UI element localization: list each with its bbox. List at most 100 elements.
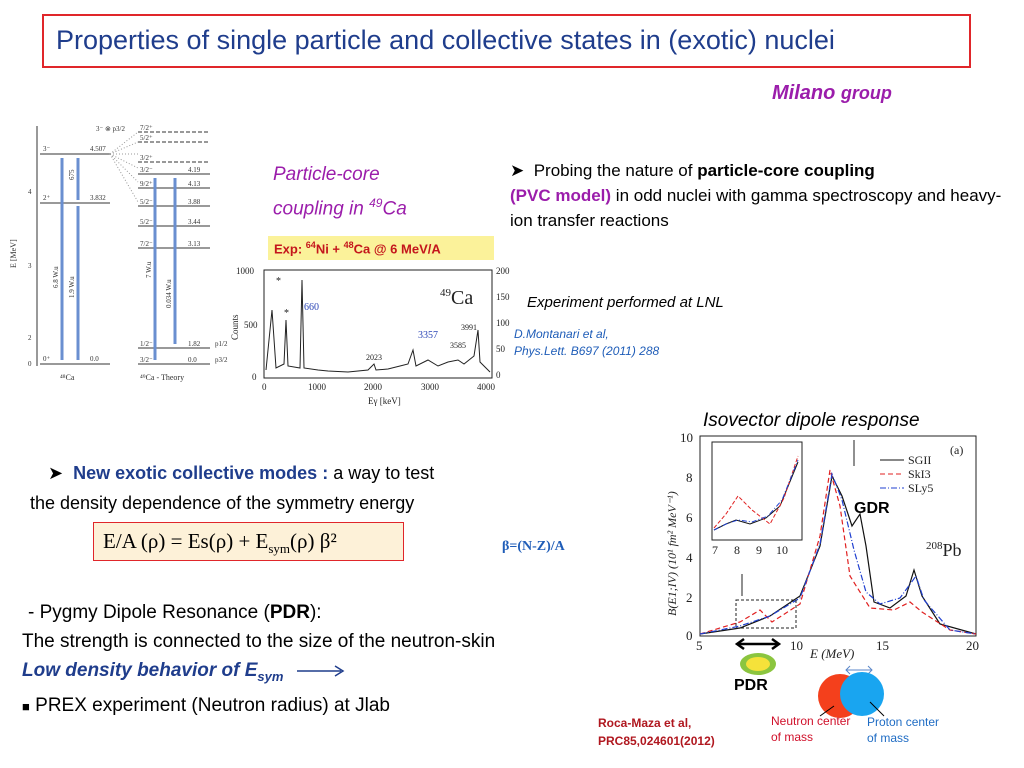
reference-bottom: Roca-Maza et al, PRC85,024601(2012) bbox=[598, 714, 715, 750]
gdr-ylabel: B(E1;IV) (10¹ fm² MeV⁻¹) bbox=[665, 491, 679, 616]
right-arrow-icon bbox=[296, 665, 345, 677]
pb-mass: 208 bbox=[926, 540, 943, 552]
exp-label-bg bbox=[268, 236, 494, 260]
energy-axis-label: E [MeV] bbox=[10, 239, 18, 268]
isovector-title: Isovector dipole response bbox=[703, 410, 920, 431]
neutron-center-label: Neutron center of mass bbox=[771, 713, 850, 745]
proton-center-line1: Proton center bbox=[867, 715, 940, 729]
inset-x-tick: 10 bbox=[776, 543, 788, 557]
spectrum-ylabel: Counts bbox=[230, 314, 240, 340]
ca49-level-jp: 5/2⁻ bbox=[140, 198, 153, 206]
pygmy-prefix: - Pygmy Dipole Resonance ( bbox=[28, 602, 270, 623]
nucleus-mass: 49 bbox=[440, 287, 452, 299]
x-tick: 2000 bbox=[364, 382, 383, 392]
neutron-center-line2: of mass bbox=[771, 730, 814, 744]
isotope-mass: 49 bbox=[369, 196, 383, 210]
ca49-level-jp: 3/2⁺ bbox=[140, 154, 153, 162]
arrow-bullet-icon: ➤ bbox=[48, 463, 74, 483]
x-tick: 20 bbox=[966, 638, 979, 653]
particle-core-label: Particle-core coupling in 49Ca bbox=[273, 160, 407, 223]
spectrum-star: * bbox=[276, 276, 281, 287]
probing-highlight: particle-core coupling bbox=[697, 161, 875, 180]
ca49-level-energy: 3.13 bbox=[188, 240, 201, 248]
y-tick: 10 bbox=[680, 430, 693, 445]
particle-core-line2: coupling in 49Ca bbox=[273, 189, 407, 223]
pdr-bold: PDR bbox=[269, 602, 310, 623]
y2-tick: 100 bbox=[496, 318, 510, 328]
y2-tick: 50 bbox=[496, 344, 506, 354]
ni-label: Ni + bbox=[315, 241, 344, 257]
peak-label: 660 bbox=[304, 302, 319, 313]
ca48-level-jp: 0⁺ bbox=[43, 355, 51, 363]
reference-top-authors: D.Montanari et al, bbox=[514, 327, 609, 341]
nucleus-symbol: Ca bbox=[451, 287, 473, 309]
ca49-level-jp: 7/2⁻ bbox=[140, 240, 153, 248]
pygmy-line2: The strength is connected to the size of… bbox=[22, 631, 496, 652]
pygmy-section: - Pygmy Dipole Resonance (PDR): The stre… bbox=[22, 598, 495, 721]
ca48-label: ⁴⁸Ca bbox=[60, 373, 75, 382]
square-bullet-icon: ■ bbox=[22, 698, 30, 714]
experiment-lnl: Experiment performed at LNL bbox=[527, 294, 724, 311]
panel-label: (a) bbox=[950, 443, 963, 457]
pb-nucleus-label: 208Pb bbox=[926, 540, 962, 560]
spectrum-xlabel: Eγ [keV] bbox=[368, 396, 401, 406]
ca49-level-jp: 7/2⁺ bbox=[140, 124, 153, 132]
group-label: Milano group bbox=[772, 82, 892, 105]
prex-text: PREX experiment (Neutron radius) at Jlab bbox=[35, 694, 390, 716]
particle-core-prefix: coupling in bbox=[273, 198, 370, 220]
ca48-level-energy: 3.832 bbox=[90, 194, 106, 202]
low-density-text: Low density behavior of E bbox=[22, 660, 258, 681]
transition-label: 0.034 W.u bbox=[165, 279, 173, 308]
pygmy-line1: - Pygmy Dipole Resonance (PDR): bbox=[28, 598, 495, 627]
low-density-sub: sym bbox=[257, 668, 284, 684]
probing-suffix: in odd nuclei with gamma spectroscopy an… bbox=[510, 186, 1002, 230]
title-frame bbox=[42, 14, 971, 68]
y-tick: 2 bbox=[686, 590, 693, 605]
collective-text2: the density dependence of the symmetry e… bbox=[30, 493, 415, 513]
gdr-xlabel: E (MeV) bbox=[809, 646, 854, 661]
reference-bottom-authors: Roca-Maza et al, bbox=[598, 716, 692, 730]
y-tick: 0 bbox=[686, 628, 693, 643]
x-tick: 15 bbox=[876, 638, 889, 653]
proton-center-label: Proton center of mass bbox=[867, 714, 939, 746]
gdr-plot: B(E1;IV) (10¹ fm² MeV⁻¹) 0 2 4 6 8 10 5 … bbox=[665, 430, 979, 661]
pygmy-suffix: ): bbox=[309, 602, 322, 623]
symmetry-formula: E/A (ρ) = Es(ρ) + Esym(ρ) β² bbox=[103, 529, 337, 557]
slide-title: Properties of single particle and collec… bbox=[56, 25, 835, 55]
ca49-level-energy: 3.88 bbox=[188, 198, 201, 206]
top-state-label: 3⁻ ⊗ p3/2 bbox=[96, 125, 126, 133]
ca48-level-energy: 4.507 bbox=[90, 145, 106, 153]
state-label: p1/2 bbox=[215, 340, 228, 348]
beta-definition: β=(N-Z)/A bbox=[502, 539, 565, 554]
probing-paragraph: ➤ Probing the nature of particle-core co… bbox=[510, 158, 1004, 233]
reference-bottom-journal: PRC85,024601(2012) bbox=[598, 734, 715, 748]
collective-text1: a way to test bbox=[328, 463, 435, 483]
curve-sgii bbox=[699, 474, 977, 635]
collective-highlight: New exotic collective modes : bbox=[73, 463, 329, 483]
reference-top: D.Montanari et al, Phys.Lett. B697 (2011… bbox=[514, 326, 659, 360]
x-tick: 1000 bbox=[308, 382, 327, 392]
ca49-level-energy: 0.0 bbox=[188, 356, 197, 364]
x-tick: 4000 bbox=[477, 382, 496, 392]
ni-mass: 64 bbox=[305, 240, 316, 250]
y-tick: 4 bbox=[28, 188, 32, 196]
pdr-label: PDR bbox=[734, 677, 768, 694]
ca-mass: 48 bbox=[343, 240, 354, 250]
y-tick: 0 bbox=[252, 372, 257, 382]
ca48-level-jp: 2⁺ bbox=[43, 194, 51, 202]
gamma-spectrum: Counts 1000 500 0 200 150 100 50 0 0 100… bbox=[230, 266, 510, 406]
pvc-model: (PVC model) bbox=[510, 186, 612, 205]
group-suffix: group bbox=[840, 83, 892, 103]
neutron-proton-diagram bbox=[818, 665, 885, 718]
arrow-bullet-icon: ➤ bbox=[510, 161, 534, 180]
exp-prefix: Exp: bbox=[274, 241, 306, 257]
legend-entry: SkI3 bbox=[908, 467, 931, 481]
y-tick: 6 bbox=[686, 510, 693, 525]
transition-label: 1.9 W.u bbox=[68, 276, 76, 298]
gdr-label: GDR bbox=[854, 500, 890, 517]
y-tick: 2 bbox=[28, 334, 32, 342]
formula-box bbox=[93, 522, 404, 561]
ca49-level-energy: 3.44 bbox=[188, 218, 201, 226]
ca49-level-jp: 5/2⁺ bbox=[140, 134, 153, 142]
ca49-level-jp: 3/2⁻ bbox=[140, 356, 153, 364]
